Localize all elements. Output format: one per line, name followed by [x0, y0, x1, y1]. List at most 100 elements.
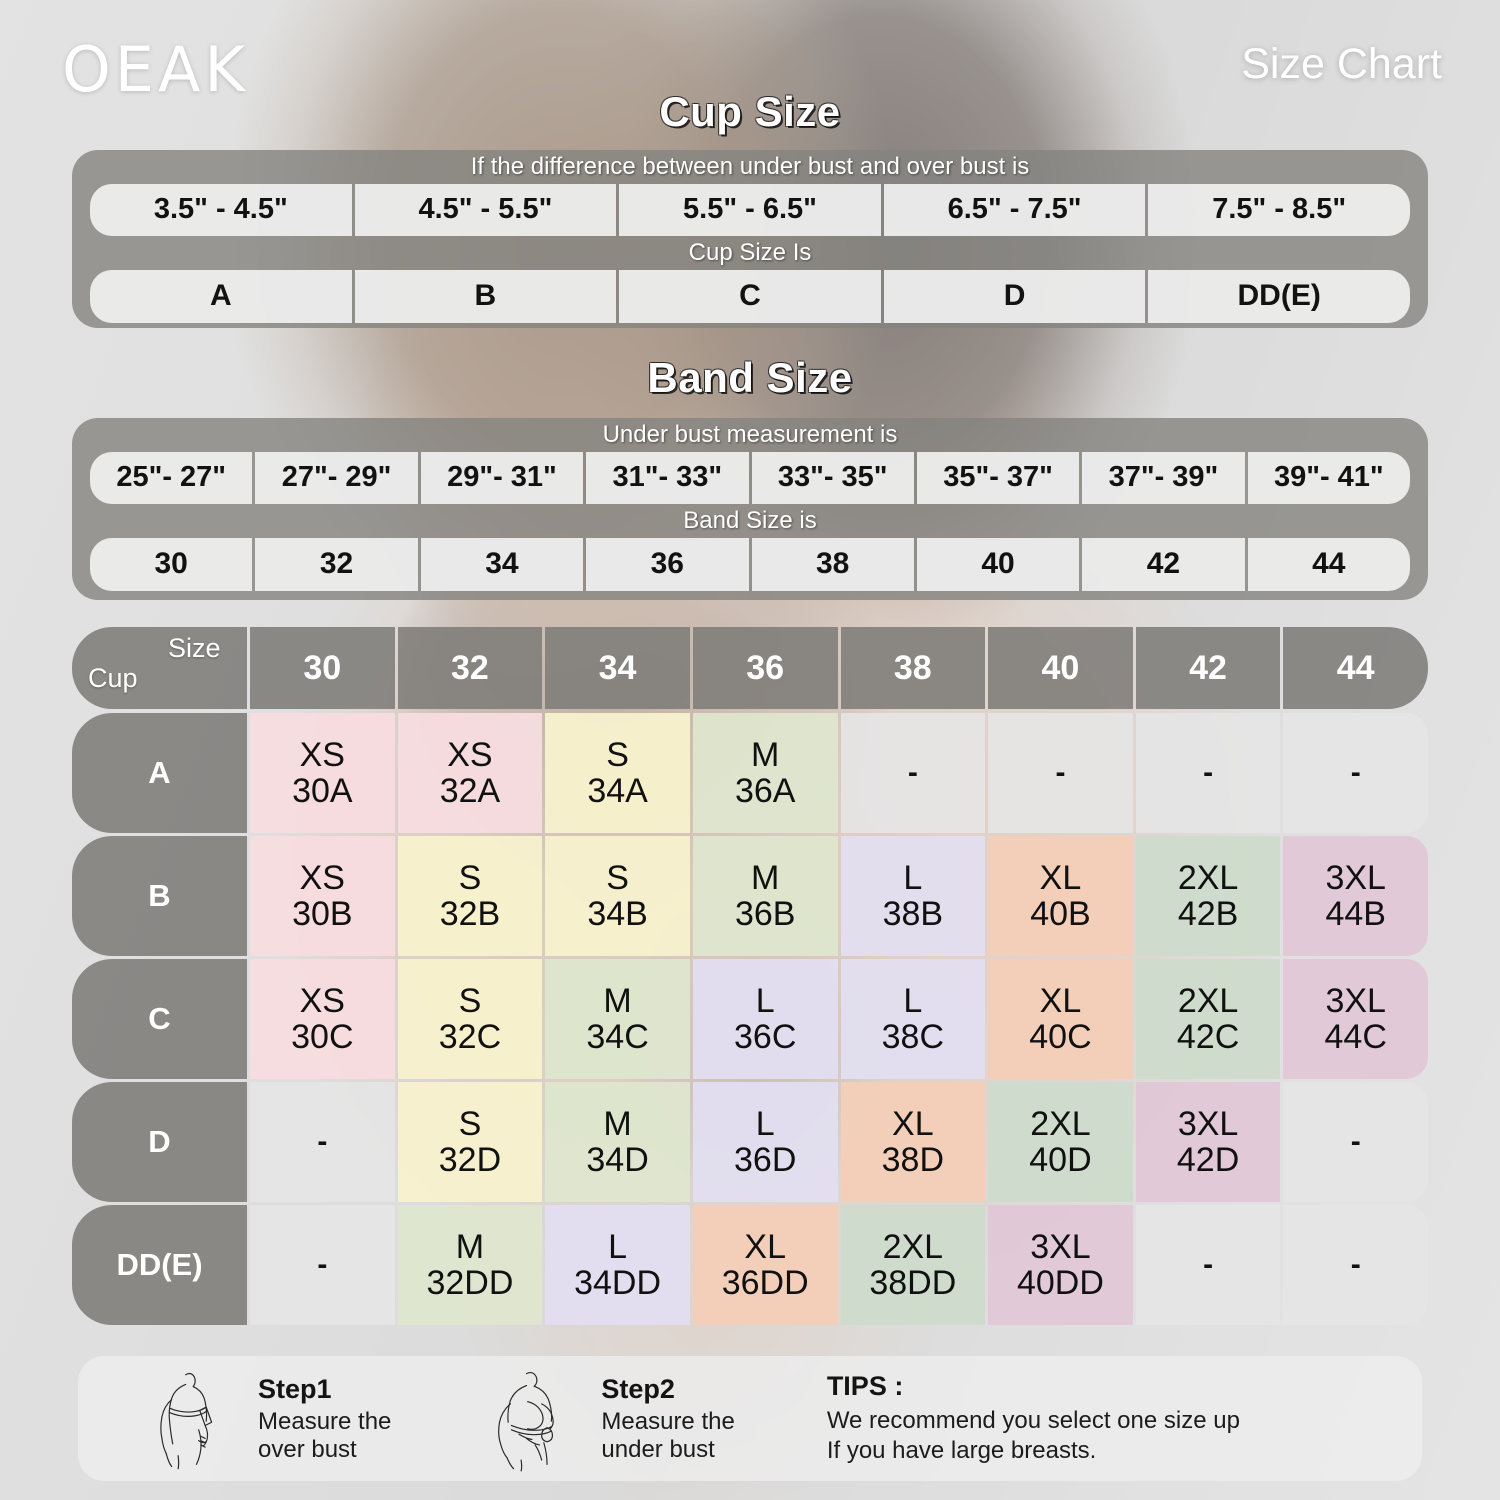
cell-code-label: 40D	[1029, 1141, 1092, 1179]
band-size-heading: Band Size	[647, 354, 853, 401]
cup-range-cell-1: 4.5" - 5.5"	[354, 184, 617, 236]
matrix-column-header-32: 32	[397, 627, 543, 709]
cell-code-label: 42C	[1176, 1018, 1240, 1056]
cell-code-label: 36DD	[721, 1264, 809, 1302]
step-2-title: Step2	[601, 1373, 675, 1404]
step-2-desc-line2: under bust	[601, 1435, 715, 1463]
cell-size-label: XS	[447, 735, 493, 774]
cell-code-label: 40B	[1030, 895, 1091, 933]
size-matrix-table: Size Cup 30 32 34 36 38 40 42 44 A XS 30A XS 32A S 34A M 3…	[72, 627, 1428, 1328]
cell-size-label: S	[458, 981, 482, 1020]
matrix-cell-30-D: -	[250, 1082, 395, 1202]
band-value-cell-1: 32	[255, 538, 418, 591]
cell-size-label: XS	[299, 735, 345, 774]
band-range-cell-0: 25"- 27"	[90, 452, 253, 504]
cell-code-label: 34B	[587, 895, 648, 933]
cell-size-label: S	[606, 735, 629, 774]
band-size-caption-mid: Band Size is	[683, 507, 817, 534]
matrix-column-header-42: 42	[1135, 627, 1281, 709]
band-value-cell-0: 30	[90, 538, 253, 591]
brand-logo: OEAK	[62, 33, 250, 106]
cell-code-label: 30B	[292, 895, 353, 933]
cell-code-label: 38B	[882, 895, 944, 933]
cell-size-label: XL	[892, 1104, 934, 1143]
matrix-cell-30-C: XS 30C	[250, 959, 395, 1079]
band-value-cell-2: 34	[420, 538, 584, 591]
step-1-title: Step1	[258, 1373, 332, 1404]
band-range-row: 25"- 27" 27"- 29" 29"- 31" 31"- 33" 33"- 35"…	[72, 452, 1428, 504]
cup-size-heading: Cup Size	[659, 88, 841, 135]
cup-value-cell-3: D	[883, 270, 1146, 323]
band-value-cell-5: 40	[916, 538, 1080, 591]
matrix-cell-38-A: -	[840, 713, 986, 833]
cell-size-label: S	[606, 858, 629, 897]
cup-range-cell-0: 3.5" - 4.5"	[90, 184, 352, 236]
cell-code-label: 34C	[586, 1018, 649, 1056]
cup-value-cell-1: B	[354, 270, 617, 323]
cell-size-label: M	[751, 735, 780, 774]
cell-code-label: 36A	[734, 772, 796, 810]
band-value-cell-3: 36	[586, 538, 749, 591]
band-range-cell-3: 31"- 33"	[586, 452, 749, 504]
cell-size-label: XS	[299, 981, 345, 1020]
cell-size-label: 2XL	[1177, 858, 1239, 897]
cell-size-label: 3XL	[1325, 858, 1386, 897]
matrix-cell-30-A: XS 30A	[250, 713, 395, 833]
matrix-column-header-34: 34	[545, 627, 690, 709]
matrix-cell-42-A: -	[1135, 713, 1281, 833]
matrix-row-header-DD(E): DD(E)	[72, 1205, 247, 1325]
cell-code-label: 34D	[586, 1141, 649, 1179]
matrix-cell-40-DD(E): 3XL 40DD	[988, 1205, 1133, 1325]
cup-value-cell-4: DD(E)	[1148, 270, 1410, 323]
over-bust-measure-illustration	[136, 1365, 244, 1473]
cell-code-label: 32DD	[426, 1264, 514, 1302]
cell-size-label: M	[455, 1227, 485, 1266]
band-range-cell-1: 27"- 29"	[255, 452, 418, 504]
cell-code-label: 32D	[438, 1141, 502, 1179]
cell-size-label: 2XL	[1177, 981, 1239, 1020]
cell-code-label: 32B	[439, 895, 501, 933]
cup-size-caption-top: If the difference between under bust and…	[470, 153, 1030, 180]
matrix-corner-header: Size Cup	[72, 627, 247, 709]
band-range-cell-4: 33"- 35"	[751, 452, 914, 504]
cell-size-label: XS	[299, 858, 345, 897]
matrix-cell-34-D: M 34D	[545, 1082, 690, 1202]
matrix-cell-34-A: S 34A	[545, 713, 690, 833]
matrix-cell-42-DD(E): -	[1135, 1205, 1281, 1325]
matrix-column-header-36: 36	[692, 627, 838, 709]
band-value-cell-7: 44	[1247, 538, 1410, 591]
matrix-row-A: A XS 30A XS 32A S 34A M 36A - - - -	[72, 713, 1428, 833]
matrix-column-header-40: 40	[988, 627, 1133, 709]
step-2-desc-line1: Measure the	[601, 1407, 735, 1435]
step-2: Step2 Measure the under bust	[479, 1365, 735, 1473]
band-range-cell-5: 35"- 37"	[916, 452, 1080, 504]
cell-code-label: 42B	[1177, 895, 1239, 933]
matrix-cell-40-C: XL 40C	[988, 959, 1133, 1079]
tips-desc-line2: If you have large breasts.	[826, 1437, 1097, 1464]
cell-code-label: 34A	[587, 772, 648, 810]
cell-code-label: 40C	[1029, 1018, 1092, 1056]
matrix-row-C: C XS 30C S 32C M 34C L 36C L 38C XL 40C 2XL 42C 3XL 44C	[72, 959, 1428, 1079]
matrix-row-header-A: A	[72, 713, 247, 833]
cup-range-row: 3.5" - 4.5" 4.5" - 5.5" 5.5" - 6.5" 6.5" - …	[72, 184, 1428, 236]
matrix-row-DD(E): DD(E) - M 32DD L 34DD XL 36DD 2XL 38DD 3XL 40DD - -	[72, 1205, 1428, 1325]
cell-size-label: 3XL	[1177, 1104, 1239, 1143]
matrix-cell-40-D: 2XL 40D	[988, 1082, 1133, 1202]
cell-code-label: 44C	[1324, 1018, 1387, 1056]
band-range-cell-2: 29"- 31"	[420, 452, 584, 504]
band-value-cell-6: 42	[1082, 538, 1245, 591]
matrix-column-header-30: 30	[250, 627, 395, 709]
band-range-cell-6: 37"- 39"	[1082, 452, 1245, 504]
matrix-cell-44-C: 3XL 44C	[1283, 959, 1428, 1079]
matrix-cell-36-C: L 36C	[692, 959, 838, 1079]
matrix-header-row: Size Cup 30 32 34 36 38 40 42 44	[72, 627, 1428, 709]
corner-size-label: Size	[168, 633, 221, 663]
matrix-cell-38-D: XL 38D	[840, 1082, 986, 1202]
cup-range-cell-2: 5.5" - 6.5"	[619, 184, 881, 236]
band-range-cell-7: 39"- 41"	[1247, 452, 1410, 504]
matrix-column-header-38: 38	[840, 627, 986, 709]
cell-code-label: 44B	[1325, 895, 1386, 933]
matrix-cell-36-DD(E): XL 36DD	[692, 1205, 838, 1325]
cell-size-label: L	[755, 981, 775, 1020]
under-bust-measure-illustration	[479, 1365, 587, 1473]
